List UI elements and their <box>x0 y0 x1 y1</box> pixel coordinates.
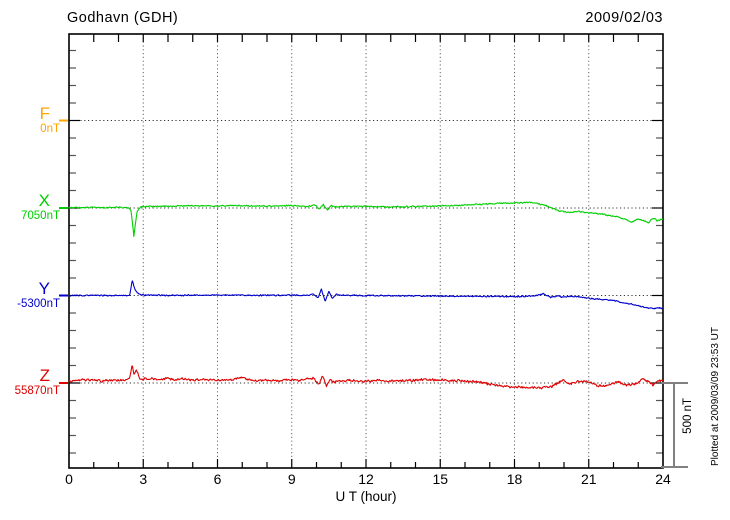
x-tick-label-9: 9 <box>287 471 296 487</box>
component-ref-Y: -5300nT <box>17 298 60 310</box>
scale-bar-label: 500 nT <box>682 398 694 434</box>
component-ref-F: 0nT <box>40 123 60 135</box>
axis-label-group-Z: Z 55870nT <box>0 366 62 398</box>
axis-label-group-F: F 0nT <box>0 104 62 136</box>
x-tick-label-18: 18 <box>506 471 523 487</box>
page-title: Godhavn (GDH) <box>67 10 179 26</box>
plot-frame <box>68 33 664 469</box>
component-ref-X: 7050nT <box>20 210 60 222</box>
date-label: 2009/02/03 <box>585 10 663 26</box>
x-tick-label-3: 3 <box>139 471 148 487</box>
x-tick-label-15: 15 <box>432 471 449 487</box>
x-tick-label-0: 0 <box>65 471 73 487</box>
x-tick-label-6: 6 <box>213 471 222 487</box>
component-letter-X: X <box>38 191 50 210</box>
component-letter-F: F <box>39 104 50 123</box>
component-ref-Z: 55870nT <box>14 385 60 397</box>
x-tick-label-24: 24 <box>655 471 671 487</box>
component-letter-Y: Y <box>38 279 50 298</box>
plotted-at-label: Plotted at 2009/03/09 23:53 UT <box>710 327 721 466</box>
trace-Y <box>68 280 664 310</box>
trace-X <box>68 201 664 237</box>
x-tick-label-21: 21 <box>580 471 597 487</box>
x-tick-label-12: 12 <box>358 471 374 487</box>
axis-label-group-Y: Y -5300nT <box>0 279 62 311</box>
trace-Z <box>68 365 664 390</box>
component-letter-Z: Z <box>39 366 50 385</box>
axis-label-group-X: X 7050nT <box>0 191 62 223</box>
x-axis-title: U T (hour) <box>335 489 397 504</box>
